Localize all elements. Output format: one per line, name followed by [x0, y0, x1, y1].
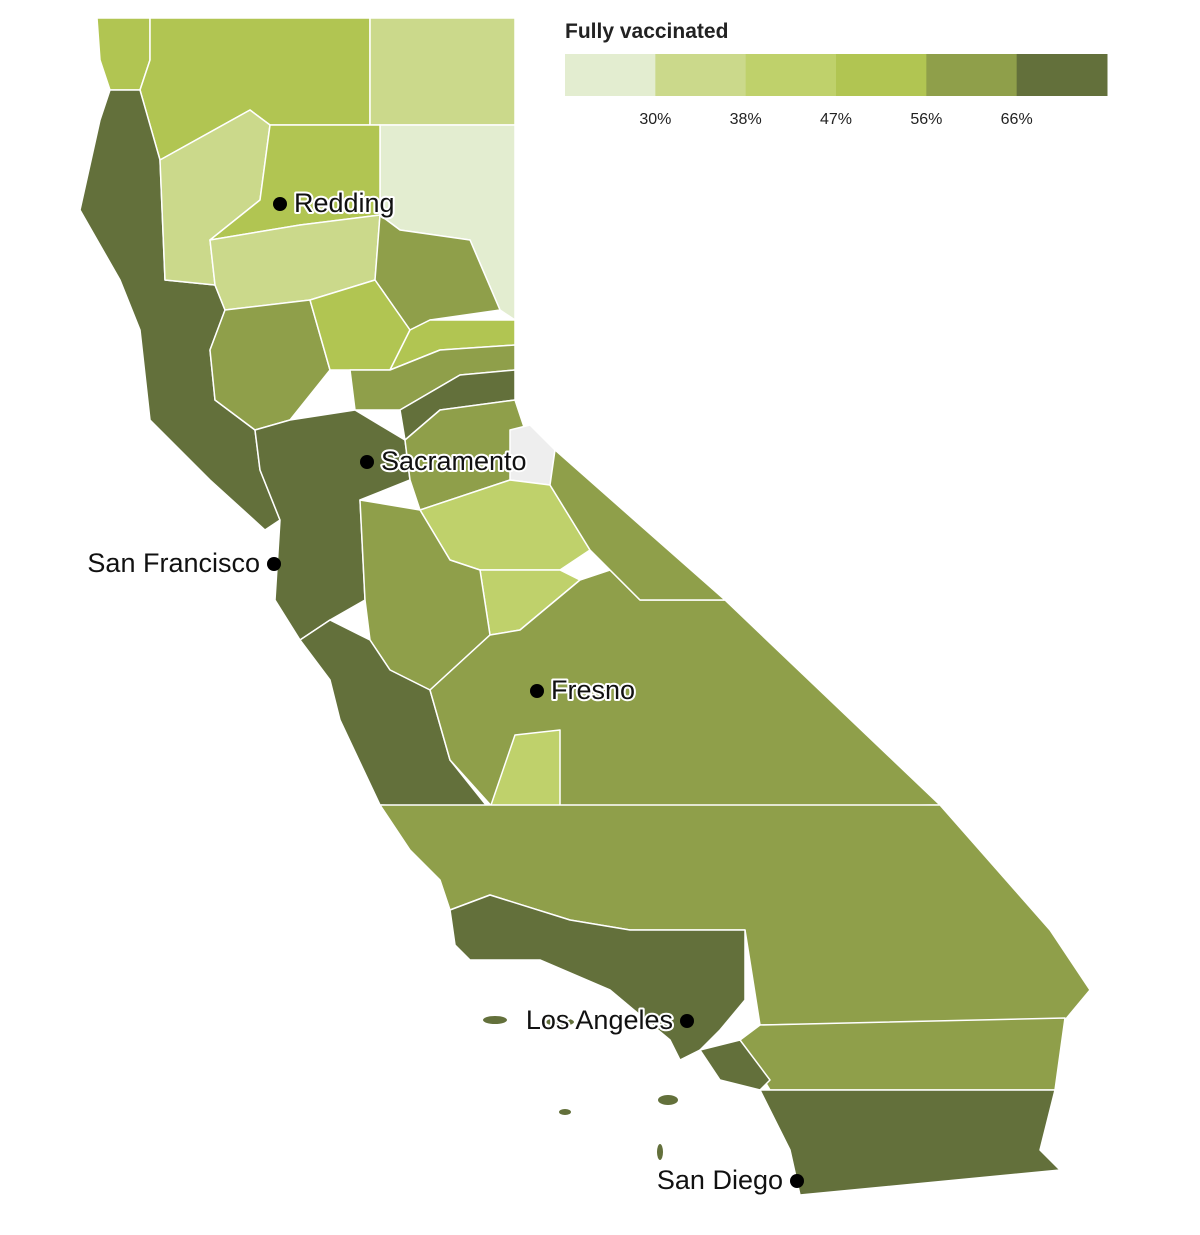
- county: [549, 449, 726, 601]
- legend-title: Fully vaccinated: [565, 20, 728, 43]
- legend: Fully vaccinated 30% 38% 47% 56% 66%: [565, 20, 1108, 128]
- city-dot: [790, 1174, 804, 1188]
- counties: [79, 17, 1091, 1196]
- city-dot: [530, 684, 544, 698]
- legend-swatch: [836, 54, 927, 96]
- city-label: Redding: [294, 188, 395, 218]
- city-label: San Francisco: [87, 548, 260, 578]
- county: [739, 1017, 1066, 1091]
- island: [658, 1095, 678, 1105]
- city-label: Fresno: [551, 675, 635, 705]
- legend-swatch: [565, 54, 656, 96]
- legend-swatch: [926, 54, 1018, 96]
- island: [559, 1109, 571, 1115]
- legend-swatch: [1016, 54, 1108, 96]
- city-dot: [267, 557, 281, 571]
- island: [657, 1144, 663, 1160]
- city-label: San Diego: [657, 1165, 783, 1195]
- cities: Redding Sacramento San Francisco Fresno Los …: [85, 186, 804, 1197]
- legend-tick-label: 66%: [1001, 111, 1033, 128]
- city-dot: [680, 1014, 694, 1028]
- city-label: Sacramento: [381, 446, 527, 476]
- island: [483, 1016, 507, 1024]
- legend-swatch: [745, 54, 837, 96]
- legend-tick-label: 30%: [639, 111, 671, 128]
- city-dot: [360, 455, 374, 469]
- county: [209, 299, 331, 431]
- county: [96, 17, 151, 91]
- legend-swatch: [655, 54, 747, 96]
- county: [759, 1089, 1061, 1196]
- city-label: Los Angeles: [526, 1005, 673, 1035]
- legend-tick-label: 56%: [910, 111, 942, 128]
- county: [699, 1039, 771, 1091]
- legend-tick-label: 47%: [820, 111, 852, 128]
- city-dot: [273, 197, 287, 211]
- island: [546, 1018, 574, 1026]
- county: [369, 17, 516, 126]
- legend-tick-label: 38%: [730, 111, 762, 128]
